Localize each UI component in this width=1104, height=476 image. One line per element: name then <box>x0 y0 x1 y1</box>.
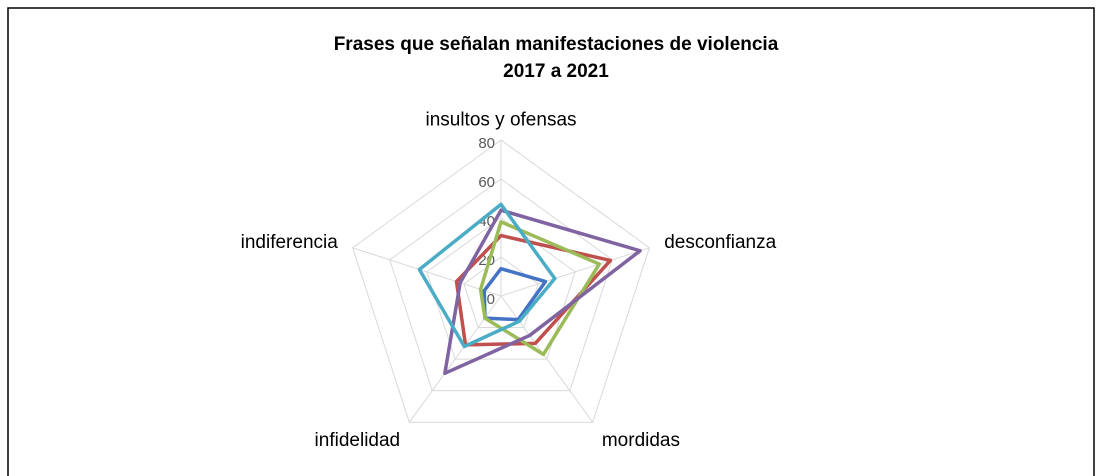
series-line <box>443 208 642 376</box>
axis-line <box>352 247 502 297</box>
series-line <box>417 202 557 349</box>
category-label: desconfianza <box>664 232 776 253</box>
grid-line <box>389 178 613 392</box>
axis-line <box>500 295 594 423</box>
category-label: infidelidad <box>315 430 401 451</box>
series-line <box>482 266 548 322</box>
y-tick-label: 80 <box>478 135 495 152</box>
grid-line <box>426 217 576 360</box>
category-label: indiferencia <box>241 232 339 253</box>
y-tick-label: 0 <box>487 291 495 308</box>
category-label: insultos y ofensas <box>425 109 576 130</box>
axis-line <box>500 247 650 297</box>
category-label: mordidas <box>602 430 680 451</box>
y-tick-label: 60 <box>478 174 495 191</box>
chart-title: 2017 a 2021 <box>503 61 609 82</box>
series-line <box>478 220 602 357</box>
grid-line <box>352 139 650 423</box>
chart-title: Frases que señalan manifestaciones de vi… <box>334 34 779 55</box>
